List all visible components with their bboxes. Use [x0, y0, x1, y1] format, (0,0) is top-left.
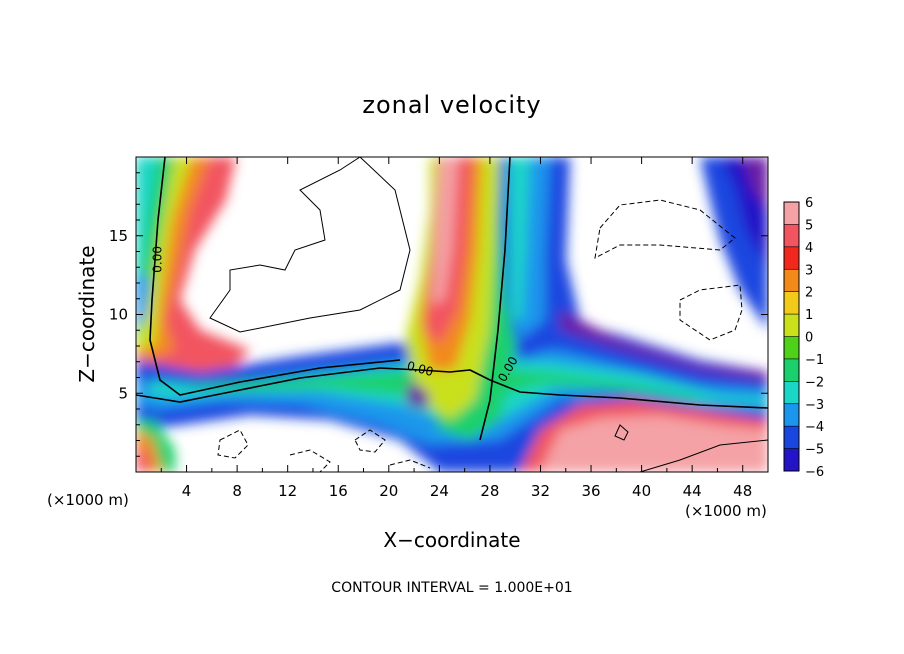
- y-axis-ticks: 5 10 15: [109, 172, 768, 457]
- velocity-field: [136, 157, 768, 472]
- contour-label: 0.00: [405, 359, 434, 379]
- colorbar-label: −5: [805, 443, 824, 458]
- colorbar-swatch: [784, 381, 799, 405]
- contour-label-group: 0.000.00 0.00: [150, 246, 520, 384]
- colorbar-swatch: [784, 314, 799, 337]
- x-tick-label: 12: [278, 482, 297, 500]
- colorbar-label: 3: [805, 263, 813, 278]
- colorbar-label: 4: [805, 241, 813, 256]
- x-tick-label: 24: [430, 482, 449, 500]
- colorbar-swatch: [784, 403, 799, 427]
- colorbar-label: 1: [805, 308, 813, 323]
- contour-lines: [136, 157, 768, 472]
- colorbar-label: −4: [805, 420, 824, 435]
- y-axis-label: Z−coordinate: [75, 245, 99, 382]
- y-tick-label: 10: [109, 306, 128, 324]
- x-tick-label: 16: [329, 482, 348, 500]
- x-tick-label: 8: [232, 482, 242, 500]
- x-tick-label: 32: [531, 482, 550, 500]
- x-unit-left: (×1000 m): [47, 491, 129, 509]
- contour-label: 0.00: [150, 246, 164, 273]
- x-axis-label: X−coordinate: [383, 528, 520, 552]
- colorbar-label: −6: [805, 465, 824, 480]
- contour-interval-footer: CONTOUR INTERVAL = 1.000E+01: [331, 580, 572, 596]
- colorbar-swatch: [784, 448, 799, 472]
- plot-area: 0.000.00 0.00: [136, 157, 768, 472]
- x-tick-label: 44: [683, 482, 702, 500]
- y-tick-label: 15: [109, 227, 128, 245]
- x-tick-label: 36: [581, 482, 600, 500]
- colorbar-swatch: [784, 246, 799, 270]
- x-tick-label: 48: [733, 482, 752, 500]
- colorbar-label: −3: [805, 398, 824, 413]
- colorbar-swatch: [784, 224, 799, 248]
- colorbar-label: 6: [805, 196, 813, 211]
- colorbar-label: −1: [805, 353, 824, 368]
- colorbar-label: 0: [805, 331, 813, 346]
- colorbar-swatch: [784, 358, 799, 382]
- x-tick-label: 28: [480, 482, 499, 500]
- x-tick-label: 20: [379, 482, 398, 500]
- colorbar-swatch: [784, 291, 799, 315]
- x-axis-ticks: 4 8 12 16 20 24 28 32 36 40 44 48: [160, 157, 752, 500]
- colorbar-label: −2: [805, 375, 824, 390]
- y-tick-label: 5: [118, 384, 128, 402]
- colorbar-swatch: [784, 336, 799, 360]
- x-tick-label: 40: [632, 482, 651, 500]
- chart-title: zonal velocity: [362, 91, 541, 119]
- x-unit-right: (×1000 m): [685, 502, 767, 520]
- x-tick-label: 4: [182, 482, 192, 500]
- colorbar-swatch: [784, 269, 799, 293]
- colorbar-swatch: [784, 426, 799, 450]
- colorbar-label: 2: [805, 286, 813, 301]
- colorbar: 6 5 4 3 2 1 0 −1 −2 −3 −4 −5 −6: [783, 196, 824, 480]
- colorbar-swatch: [784, 202, 799, 225]
- colorbar-label: 5: [805, 218, 813, 233]
